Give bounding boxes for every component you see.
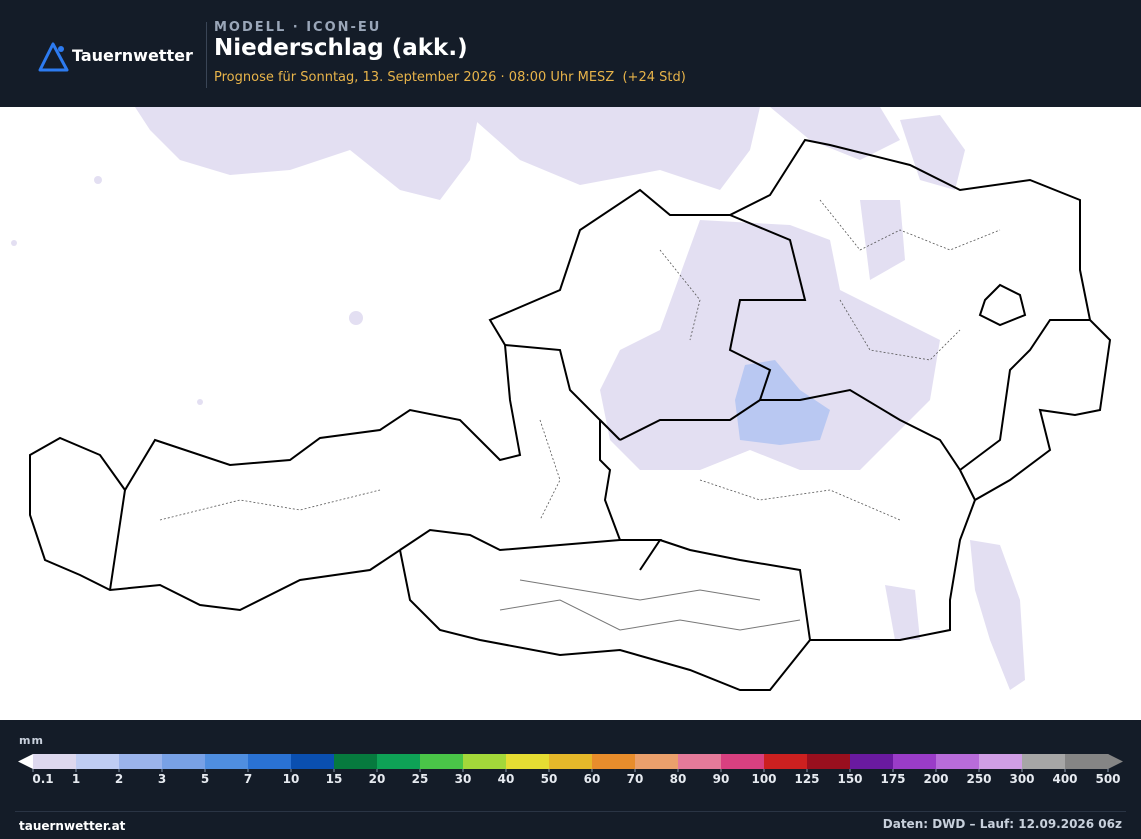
legend-swatch — [377, 754, 421, 769]
legend-swatch — [119, 754, 163, 769]
legend-swatch — [506, 754, 550, 769]
state-borders — [109, 214, 1090, 641]
title: Niederschlag (akk.) — [214, 35, 468, 61]
legend-swatch — [850, 754, 894, 769]
divider — [206, 22, 207, 88]
legend-swatch — [76, 754, 120, 769]
legend-footer: mm 0.1 1 2 3 5 7 10 15 20 25 30 40 50 60 70 80 90 100 125 1… — [0, 720, 1141, 839]
subtitle: Prognose für Sonntag, 13. September 2026… — [214, 70, 686, 85]
tick-label: 70 — [627, 772, 644, 786]
site: tauernwetter.at — [19, 819, 126, 833]
tick-label: 1 — [72, 772, 80, 786]
colorbar: 0.1 1 2 3 5 7 10 15 20 25 30 40 50 60 70 80 90 100 125 150 1… — [18, 754, 1123, 786]
legend-swatch — [334, 754, 378, 769]
legend-swatch — [1022, 754, 1066, 769]
tick-label: 500 — [1095, 772, 1120, 786]
tick-label: 15 — [326, 772, 343, 786]
model: MODELL · ICON-EU — [214, 20, 382, 35]
tick-label: 25 — [412, 772, 429, 786]
tick-label: 20 — [369, 772, 386, 786]
district-borders — [159, 199, 1001, 521]
tick-label: 0.1 — [32, 772, 53, 786]
legend-swatch — [635, 754, 679, 769]
legend-swatch — [291, 754, 335, 769]
tick-label: 100 — [751, 772, 776, 786]
tick-label: 60 — [584, 772, 601, 786]
tick-label: 5 — [201, 772, 209, 786]
tick-label: 10 — [283, 772, 300, 786]
tick-label: 30 — [455, 772, 472, 786]
logo-icon — [38, 42, 69, 72]
precip-field — [11, 107, 1025, 690]
tick-label: 400 — [1052, 772, 1077, 786]
tick-label: 175 — [880, 772, 905, 786]
tick-label: 200 — [923, 772, 948, 786]
arrow-right — [1108, 754, 1123, 769]
legend-swatch — [162, 754, 206, 769]
legend-swatch — [893, 754, 937, 769]
legend-swatch — [205, 754, 249, 769]
brand: Tauernwetter — [72, 46, 193, 65]
tick-label: 3 — [158, 772, 166, 786]
legend-swatch — [33, 754, 77, 769]
tick-label: 7 — [244, 772, 252, 786]
header: Tauernwetter MODELL · ICON-EU Niederschl… — [0, 0, 1141, 107]
legend-swatch — [979, 754, 1023, 769]
legend-swatch — [807, 754, 851, 769]
arrow-left — [18, 754, 33, 769]
legend-unit: mm — [19, 734, 44, 747]
legend-swatch — [463, 754, 507, 769]
legend-swatch — [721, 754, 765, 769]
source: Daten: DWD – Lauf: 12.09.2026 06z — [882, 817, 1122, 831]
separator — [15, 811, 1126, 812]
tick-label: 250 — [966, 772, 991, 786]
tick-label: 150 — [837, 772, 862, 786]
legend-swatch — [1065, 754, 1109, 769]
tick-label: 80 — [670, 772, 687, 786]
tick-label: 50 — [541, 772, 558, 786]
tick-label: 90 — [713, 772, 730, 786]
precip-field-higher — [735, 360, 830, 445]
rivers — [499, 579, 801, 631]
tick-label: 2 — [115, 772, 123, 786]
map — [11, 107, 1112, 691]
country-border — [29, 138, 1112, 691]
tick-label: 40 — [498, 772, 515, 786]
legend-swatch — [678, 754, 722, 769]
tick-label: 300 — [1009, 772, 1034, 786]
legend-swatch — [549, 754, 593, 769]
legend-swatch — [764, 754, 808, 769]
legend-swatch — [248, 754, 292, 769]
legend-swatch — [936, 754, 980, 769]
tick-label: 125 — [794, 772, 819, 786]
legend-swatch — [420, 754, 464, 769]
legend-swatch — [592, 754, 636, 769]
